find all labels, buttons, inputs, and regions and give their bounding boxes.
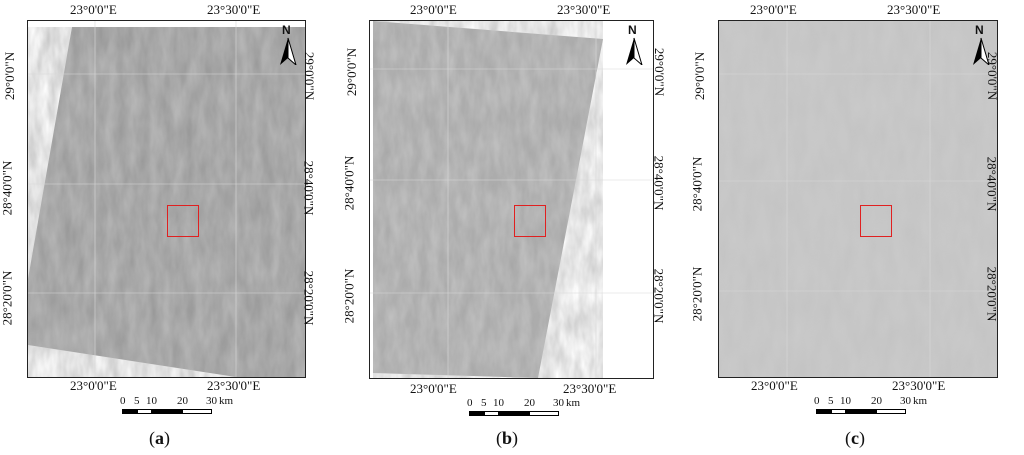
top-lon-label-2: 23°30'0"E [887,2,941,17]
right-lat-label-2: 28°40'0"N [651,155,667,211]
north-arrow: N [275,23,301,65]
map-frame: N [718,20,998,378]
scale-bar: 0 5 10 20 30 km [467,397,597,423]
scale-label-km: km [913,395,928,407]
left-lat-label-1: 29°0'0"N [344,47,360,97]
scale-label-5: 5 [134,395,140,407]
map-frame: N [369,20,654,379]
north-arrow-icon [973,37,990,65]
bottom-lon-label-1: 23°0'0"E [751,378,798,393]
scale-label-0: 0 [120,395,126,407]
scale-bar: 0 5 10 20 30 km [814,395,944,421]
top-lon-label-1: 23°0'0"E [750,2,797,17]
scale-label-0: 0 [467,397,473,409]
scale-segment-4 [529,411,559,416]
left-lat-label-3: 28°20'0"N [341,268,357,324]
scale-segment-3 [846,409,876,414]
right-lat-label-3: 28°20'0"N [301,270,317,326]
scale-segment-4 [876,409,906,414]
left-lat-label-3: 28°20'0"N [0,270,15,326]
left-lat-label-1: 29°0'0"N [692,51,708,101]
caption-open: ( [496,428,502,448]
bottom-lon-label-2: 23°30'0"E [207,378,261,393]
bottom-lon-label-1: 23°0'0"E [410,381,457,396]
left-lat-label-2: 28°40'0"N [689,156,705,212]
north-arrow-icon [280,37,297,65]
scale-label-5: 5 [481,397,487,409]
scale-segment-2 [137,409,152,414]
panel-caption: (c) [845,428,865,449]
bottom-lon-label-2: 23°30'0"E [892,378,946,393]
satellite-image [719,21,997,377]
right-lat-label-3: 28°20'0"N [651,268,667,324]
caption-letter: c [851,428,859,448]
scale-segment-4 [182,409,212,414]
scale-segment-3 [499,411,529,416]
study-area-box [514,205,546,237]
caption-close: ) [164,428,170,448]
bottom-lon-label-2: 23°30'0"E [563,381,617,396]
top-lon-label-1: 23°0'0"E [70,2,117,17]
top-lon-label-2: 23°30'0"E [557,2,611,17]
scale-segment-1 [469,411,484,416]
panel-b: 23°0'0"E 23°30'0"E N [340,0,680,455]
scale-label-20: 20 [524,397,535,409]
panel-caption: (a) [149,428,170,449]
caption-close: ) [859,428,865,448]
top-lon-label-2: 23°30'0"E [207,2,261,17]
study-area-box [860,205,892,237]
right-lat-label-1: 29°0'0"N [652,47,668,97]
scale-label-30: 30 [206,395,217,407]
north-arrow: N [968,23,994,65]
scale-label-30: 30 [553,397,564,409]
map-frame: N [27,20,306,378]
scale-segment-3 [152,409,182,414]
right-lat-label-1: 29°0'0"N [985,51,1001,101]
north-arrow-label: N [975,23,984,37]
bottom-lon-label-1: 23°0'0"E [70,378,117,393]
scale-label-0: 0 [814,395,820,407]
scale-segment-1 [816,409,831,414]
north-arrow-label: N [282,23,291,37]
north-arrow-icon [626,37,643,65]
north-arrow: N [621,23,647,65]
panel-a: 23°0'0"E 23°30'0"E N [0,0,340,455]
left-lat-label-3: 28°20'0"N [689,266,705,322]
scale-label-20: 20 [177,395,188,407]
scale-label-20: 20 [871,395,882,407]
left-lat-label-2: 28°40'0"N [0,160,15,216]
caption-letter: b [502,428,513,448]
caption-close: ) [512,428,519,448]
right-lat-label-3: 28°20'0"N [984,266,1000,322]
caption-open: ( [845,428,851,448]
north-arrow-label: N [628,23,637,37]
panel-caption: (b) [496,428,518,449]
scale-segment-1 [122,409,137,414]
right-lat-label-2: 28°40'0"N [984,156,1000,212]
satellite-image [28,21,305,377]
scale-label-km: km [219,395,234,407]
satellite-image [370,21,653,378]
scale-label-10: 10 [840,395,851,407]
top-lon-label-1: 23°0'0"E [410,2,457,17]
scale-label-10: 10 [146,395,157,407]
panel-c: 23°0'0"E 23°30'0"E N [682,0,1024,455]
scale-label-5: 5 [828,395,834,407]
scale-segment-2 [831,409,846,414]
scale-label-10: 10 [493,397,504,409]
right-lat-label-1: 29°0'0"N [302,51,318,101]
left-lat-label-1: 29°0'0"N [2,51,18,101]
scale-bar: 0 5 10 20 30 km [120,395,250,421]
study-area-box [167,205,199,237]
scale-segment-2 [484,411,499,416]
caption-open: ( [149,428,155,448]
caption-letter: a [155,428,164,448]
left-lat-label-2: 28°40'0"N [341,155,357,211]
scale-label-30: 30 [900,395,911,407]
scale-label-km: km [566,397,581,409]
right-lat-label-2: 28°40'0"N [301,160,317,216]
